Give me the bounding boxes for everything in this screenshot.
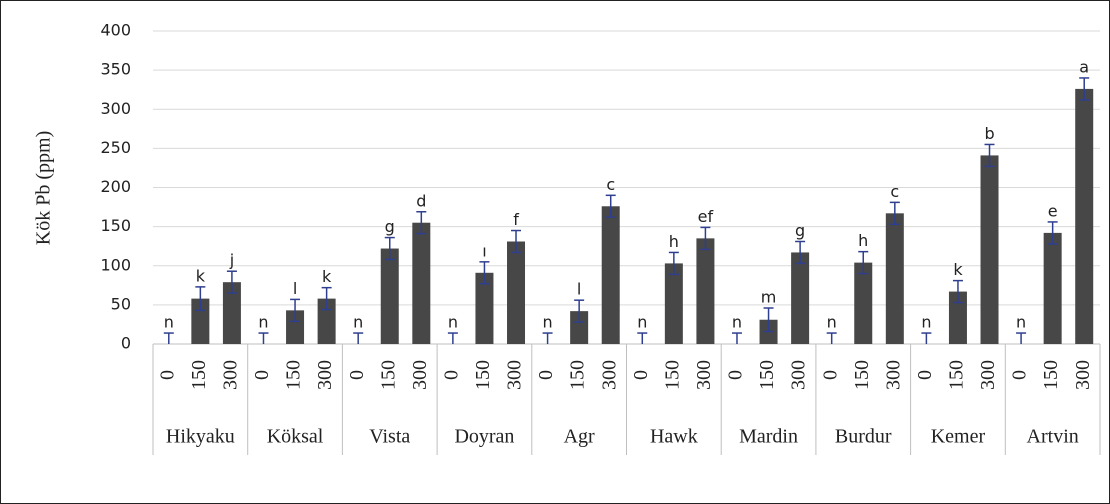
- dose-label: 0: [630, 370, 652, 380]
- significance-letter: n: [543, 313, 553, 332]
- significance-letter: k: [196, 266, 206, 285]
- significance-letter: g: [795, 221, 805, 240]
- y-tick-label: 400: [100, 21, 131, 40]
- dose-label: 300: [1072, 360, 1094, 390]
- dose-label: 300: [409, 360, 431, 390]
- dose-label: 150: [283, 360, 305, 390]
- significance-letter: a: [1079, 57, 1089, 76]
- dose-label: 150: [188, 360, 210, 390]
- dose-label: 150: [946, 360, 968, 390]
- dose-label: 300: [598, 360, 620, 390]
- y-tick-label: 0: [121, 334, 131, 353]
- bar: [380, 248, 399, 344]
- y-tick-label: 150: [100, 216, 131, 235]
- significance-letter: n: [164, 313, 174, 332]
- dose-label: 0: [535, 370, 557, 380]
- dose-label: 300: [788, 360, 810, 390]
- bar: [507, 241, 526, 344]
- significance-letter: n: [1016, 313, 1026, 332]
- bar: [1075, 88, 1094, 344]
- group-label: Vista: [369, 426, 410, 448]
- significance-letter: ef: [698, 207, 714, 226]
- significance-letter: h: [858, 231, 868, 250]
- bar: [475, 272, 494, 344]
- group-label: Doyran: [454, 426, 514, 448]
- dose-label: 150: [472, 360, 494, 390]
- dose-label: 0: [1009, 370, 1031, 380]
- dose-label: 0: [914, 370, 936, 380]
- dose-label: 0: [725, 370, 747, 380]
- significance-letter: h: [669, 232, 679, 251]
- y-tick-label: 350: [100, 60, 131, 79]
- dose-label: 150: [1040, 360, 1062, 390]
- y-tick-label: 300: [100, 99, 131, 118]
- bar: [948, 291, 967, 344]
- group-label: Agr: [564, 426, 595, 448]
- dose-label: 300: [314, 360, 336, 390]
- bar: [664, 263, 683, 344]
- significance-letter: n: [637, 313, 647, 332]
- significance-letter: e: [1048, 201, 1058, 220]
- y-tick-label: 50: [111, 294, 131, 313]
- significance-letter: l: [577, 280, 581, 299]
- y-axis-title: Kök Pb (ppm): [33, 131, 55, 245]
- significance-letter: f: [513, 210, 519, 229]
- y-tick-label: 100: [100, 255, 131, 274]
- dose-label: 0: [819, 370, 841, 380]
- bar: [1043, 232, 1062, 344]
- dose-label: 150: [567, 360, 589, 390]
- significance-letter: m: [761, 288, 777, 307]
- bar: [412, 222, 431, 344]
- dose-label: 150: [756, 360, 778, 390]
- bar: [854, 262, 873, 344]
- dose-label: 0: [440, 370, 462, 380]
- significance-letter: c: [890, 182, 899, 201]
- significance-letter: l: [293, 279, 297, 298]
- significance-letter: b: [984, 124, 994, 143]
- group-label: Hikyaku: [166, 426, 235, 448]
- dose-label: 300: [977, 360, 999, 390]
- significance-letter: d: [416, 191, 426, 210]
- significance-letter: c: [606, 175, 615, 194]
- significance-letter: n: [827, 313, 837, 332]
- dose-label: 150: [377, 360, 399, 390]
- significance-letter: n: [353, 313, 363, 332]
- dose-label: 150: [661, 360, 683, 390]
- dose-label: 0: [156, 370, 178, 380]
- significance-letter: n: [448, 313, 458, 332]
- bar: [286, 310, 305, 344]
- bar: [222, 282, 241, 344]
- significance-letter: n: [732, 313, 742, 332]
- group-label: Artvin: [1027, 426, 1079, 448]
- y-tick-label: 200: [100, 177, 131, 196]
- significance-letter: k: [953, 260, 963, 279]
- bar: [885, 213, 904, 344]
- dose-label: 300: [882, 360, 904, 390]
- significance-letter: j: [229, 251, 234, 270]
- significance-letter: k: [322, 267, 332, 286]
- significance-letter: ı: [482, 241, 486, 260]
- group-label: Hawk: [650, 426, 698, 448]
- dose-label: 0: [251, 370, 273, 380]
- dose-label: 300: [693, 360, 715, 390]
- bar: [570, 311, 589, 344]
- significance-letter: n: [258, 313, 268, 332]
- group-label: Mardin: [739, 426, 798, 448]
- y-tick-label: 250: [100, 138, 131, 157]
- significance-letter: g: [385, 217, 395, 236]
- group-label: Kemer: [931, 426, 986, 448]
- dose-label: 300: [504, 360, 526, 390]
- dose-label: 300: [220, 360, 242, 390]
- bar: [791, 252, 810, 344]
- group-label: Köksal: [267, 426, 324, 448]
- group-label: Burdur: [835, 426, 892, 448]
- bar: [696, 238, 715, 344]
- bar: [601, 206, 620, 344]
- dose-label: 0: [346, 370, 368, 380]
- significance-letter: n: [921, 313, 931, 332]
- bar: [980, 155, 999, 344]
- dose-label: 150: [851, 360, 873, 390]
